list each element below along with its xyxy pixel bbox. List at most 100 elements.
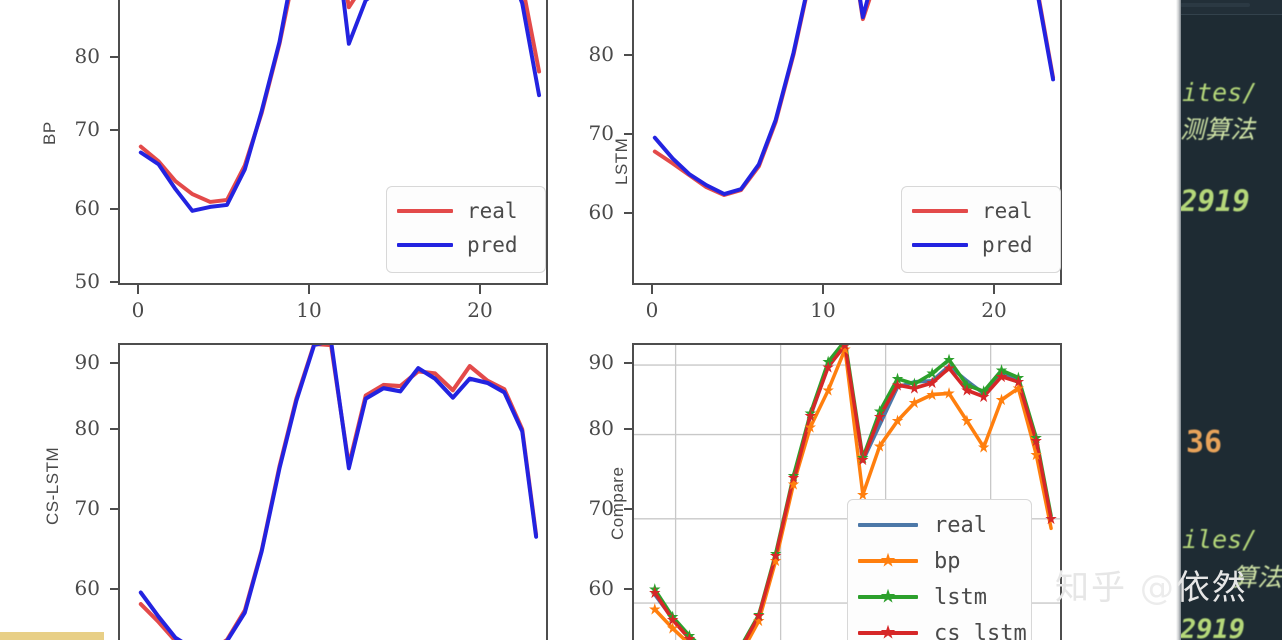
svg-text:★: ★ — [666, 611, 679, 630]
panel-cs-lstm-ytickmark-90 — [110, 362, 119, 364]
panel-lstm-xtick-20: 20 — [981, 298, 1007, 322]
panel-bp-ytick-50: 50 — [74, 269, 100, 293]
svg-text:★: ★ — [683, 627, 696, 640]
panel-bp: BP 50 60 70 80 0 10 20 — [0, 0, 588, 330]
panel-lstm-ylabel: LSTM — [612, 137, 631, 185]
legend-label-bp: bp — [934, 548, 961, 574]
legend-line-swatch-real — [858, 515, 918, 535]
svg-text:★: ★ — [822, 353, 835, 372]
legend-item-real: real — [858, 507, 1019, 543]
panel-bp-xtick-10: 10 — [296, 298, 322, 322]
terminal-line-5: iles/ — [1182, 525, 1258, 554]
svg-text:★: ★ — [1030, 445, 1043, 464]
svg-text:★: ★ — [942, 351, 955, 370]
panel-cs-lstm-plot-area — [118, 343, 548, 640]
svg-text:★: ★ — [648, 583, 661, 602]
panel-bp-series-pred — [138, 0, 542, 213]
terminal-window[interactable]: ites/ 测算法 2919 36 iles/ 算法 2919 — [1176, 0, 1282, 640]
terminal-titlebar-accent — [1180, 3, 1250, 7]
terminal-titlebar — [1176, 0, 1282, 15]
panel-compare-ytickmark-90 — [624, 362, 633, 364]
legend-line-swatch-real — [912, 201, 968, 221]
panel-bp-series-real — [138, 0, 542, 204]
panel-cs-lstm-ytickmark-80 — [110, 428, 119, 430]
panel-cs-lstm-ytickmark-70 — [110, 508, 119, 510]
svg-text:★: ★ — [787, 469, 800, 488]
svg-text:★: ★ — [942, 359, 955, 378]
svg-text:★: ★ — [752, 612, 765, 631]
panel-lstm-ytickmark-80 — [624, 54, 633, 56]
legend-label-lstm: lstm — [934, 584, 987, 610]
legend-label-pred: pred — [982, 233, 1033, 257]
terminal-line-1: ites/ — [1182, 78, 1258, 107]
svg-text:★: ★ — [769, 544, 782, 563]
panel-lstm-ytick-60: 60 — [588, 200, 614, 224]
legend-item-lstm: ★ lstm — [858, 579, 1019, 615]
panel-compare-markers-lstm: ★★★ ★★★ ★★★ ★★★ ★★★ ★★★ ★★★ ★★ — [648, 345, 1043, 640]
panel-bp-legend: real pred — [386, 186, 546, 273]
svg-text:★: ★ — [977, 382, 990, 401]
panel-lstm-xtick-10: 10 — [810, 298, 836, 322]
legend-item-pred: pred — [912, 228, 1048, 262]
svg-text:★: ★ — [1030, 432, 1043, 451]
svg-text:★: ★ — [683, 635, 696, 640]
panel-compare-ytickmark-80 — [624, 428, 633, 430]
panel-compare-ytick-60: 60 — [588, 576, 614, 600]
panel-bp-ylabel: BP — [40, 121, 59, 145]
svg-text:★: ★ — [1012, 379, 1025, 398]
svg-text:★: ★ — [804, 418, 817, 437]
panel-lstm-xtickmark-20 — [993, 285, 995, 294]
legend-item-bp: ★ bp — [858, 543, 1019, 579]
svg-text:★: ★ — [1044, 510, 1057, 529]
legend-label-real: real — [934, 512, 987, 538]
legend-line-swatch-cs-lstm: ★ — [858, 623, 918, 640]
svg-text:★: ★ — [838, 345, 851, 359]
matplotlib-figure: BP 50 60 70 80 0 10 20 — [0, 0, 1062, 640]
svg-text:★: ★ — [995, 367, 1008, 386]
svg-text:★: ★ — [648, 600, 661, 619]
panel-compare-ytick-80: 80 — [588, 416, 614, 440]
panel-lstm-series-pred — [652, 0, 1056, 197]
panel-lstm-xtickmark-10 — [822, 285, 824, 294]
svg-text:★: ★ — [960, 376, 973, 395]
svg-text:★: ★ — [995, 391, 1008, 410]
svg-text:★: ★ — [960, 381, 973, 400]
svg-text:★: ★ — [856, 451, 869, 470]
panel-cs-lstm-ytick-60: 60 — [74, 576, 100, 600]
svg-text:★: ★ — [873, 437, 886, 456]
svg-text:★: ★ — [666, 619, 679, 638]
terminal-line-6: 算法 — [1232, 563, 1282, 592]
svg-text:★: ★ — [752, 607, 765, 626]
panel-lstm-ytickmark-70 — [624, 133, 633, 135]
svg-text:★: ★ — [873, 407, 886, 426]
svg-text:★: ★ — [787, 466, 800, 485]
panel-compare-ytick-90: 90 — [588, 350, 614, 374]
svg-text:★: ★ — [873, 402, 886, 421]
svg-text:★: ★ — [804, 406, 817, 425]
panel-bp-ytick-70: 70 — [74, 117, 100, 141]
legend-line-swatch-real — [397, 201, 453, 221]
legend-item-cs-lstm: ★ cs lstm — [858, 615, 1027, 640]
panel-cs-lstm-ytickmark-60 — [110, 588, 119, 590]
terminal-window-edge — [1176, 0, 1181, 640]
legend-label-cs-lstm: cs lstm — [934, 620, 1027, 640]
legend-item-real: real — [912, 194, 1048, 228]
panel-lstm-ytickmark-60 — [624, 212, 633, 214]
panel-bp-xtick-20: 20 — [467, 298, 493, 322]
panel-lstm-series-real — [652, 0, 1056, 198]
svg-text:★: ★ — [891, 376, 904, 395]
svg-text:★: ★ — [683, 630, 696, 640]
panel-bp-ytickmark-80 — [110, 56, 119, 58]
svg-text:★: ★ — [752, 605, 765, 624]
panel-compare-ytick-70: 70 — [588, 496, 614, 520]
svg-text:★: ★ — [960, 412, 973, 431]
svg-text:★: ★ — [769, 552, 782, 571]
star-icon: ★ — [879, 586, 897, 608]
svg-text:★: ★ — [1012, 373, 1025, 392]
panel-bp-xtickmark-10 — [308, 285, 310, 294]
panel-lstm-ytick-70: 70 — [588, 121, 614, 145]
svg-text:★: ★ — [891, 412, 904, 431]
panel-compare-legend: real ★ bp ★ lstm — [847, 499, 1032, 640]
svg-text:★: ★ — [891, 370, 904, 389]
legend-line-swatch-pred — [397, 235, 453, 255]
